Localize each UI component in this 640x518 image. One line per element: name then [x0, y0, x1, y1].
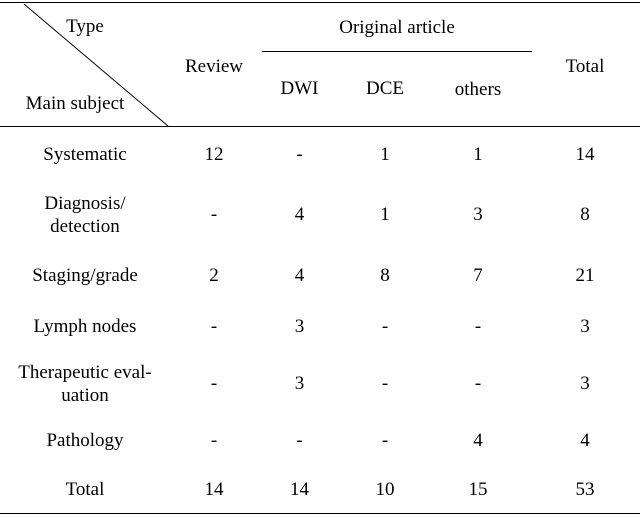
- cell-total: 3: [580, 373, 590, 394]
- cell-total: 4: [580, 430, 590, 451]
- cell-dwi: -: [296, 430, 303, 451]
- header-bottom-rule: [0, 126, 640, 127]
- cell-review: -: [210, 316, 218, 337]
- original-article-underline: [262, 51, 532, 52]
- cell-review: 2: [209, 265, 219, 286]
- cell-dwi: 4: [294, 265, 305, 286]
- cell-others: 7: [473, 265, 483, 286]
- row-subject: Total: [65, 479, 105, 500]
- cell-dce: -: [381, 430, 389, 451]
- cell-review: -: [210, 373, 218, 394]
- cell-review: 12: [204, 144, 224, 165]
- cell-review: -: [210, 204, 218, 225]
- row-subject-line1: Diagnosis/: [44, 193, 126, 214]
- cell-dce: 8: [380, 265, 390, 286]
- top-rule: [0, 2, 640, 3]
- header-total: Total: [565, 56, 605, 77]
- cell-total: 8: [580, 204, 590, 225]
- cell-total: 21: [575, 265, 595, 286]
- cell-total: 53: [575, 479, 595, 500]
- cell-dce: -: [381, 316, 389, 337]
- header-review: Review: [184, 56, 244, 77]
- cell-review: 14: [204, 479, 224, 500]
- header-dwi: DWI: [280, 78, 319, 99]
- cell-others: 1: [473, 144, 483, 165]
- cell-dwi: 14: [290, 479, 309, 500]
- row-subject: Lymph nodes: [33, 316, 137, 337]
- corner-main-subject-label: Main subject: [25, 93, 125, 114]
- row-subject-line2: uation: [61, 385, 109, 406]
- cell-dce: 10: [375, 479, 395, 500]
- cell-total: 3: [580, 316, 590, 337]
- header-original-article: Original article: [339, 17, 455, 38]
- cell-others: 4: [473, 430, 483, 451]
- cell-total: 14: [575, 144, 595, 165]
- cell-dce: 1: [380, 144, 390, 165]
- cell-others: -: [474, 373, 482, 394]
- cell-others: -: [474, 316, 482, 337]
- header-dce: DCE: [366, 78, 404, 99]
- cell-others: 15: [468, 479, 488, 500]
- corner-type-label: Type: [66, 16, 104, 37]
- row-subject: Systematic: [43, 144, 127, 165]
- header-others: others: [454, 79, 502, 100]
- row-subject-line2: detection: [50, 216, 120, 237]
- bottom-rule: [0, 513, 640, 514]
- cell-others: 3: [473, 204, 483, 225]
- cell-dwi: -: [296, 144, 303, 165]
- cell-dce: -: [381, 373, 389, 394]
- row-subject-line1: Therapeutic eval-: [18, 362, 152, 383]
- row-subject: Pathology: [46, 430, 124, 451]
- cell-dce: 1: [380, 204, 390, 225]
- cell-dwi: 3: [294, 316, 305, 337]
- cell-dwi: 4: [294, 204, 305, 225]
- row-subject: Staging/grade: [32, 265, 138, 286]
- cell-dwi: 3: [294, 373, 305, 394]
- cell-review: -: [210, 430, 218, 451]
